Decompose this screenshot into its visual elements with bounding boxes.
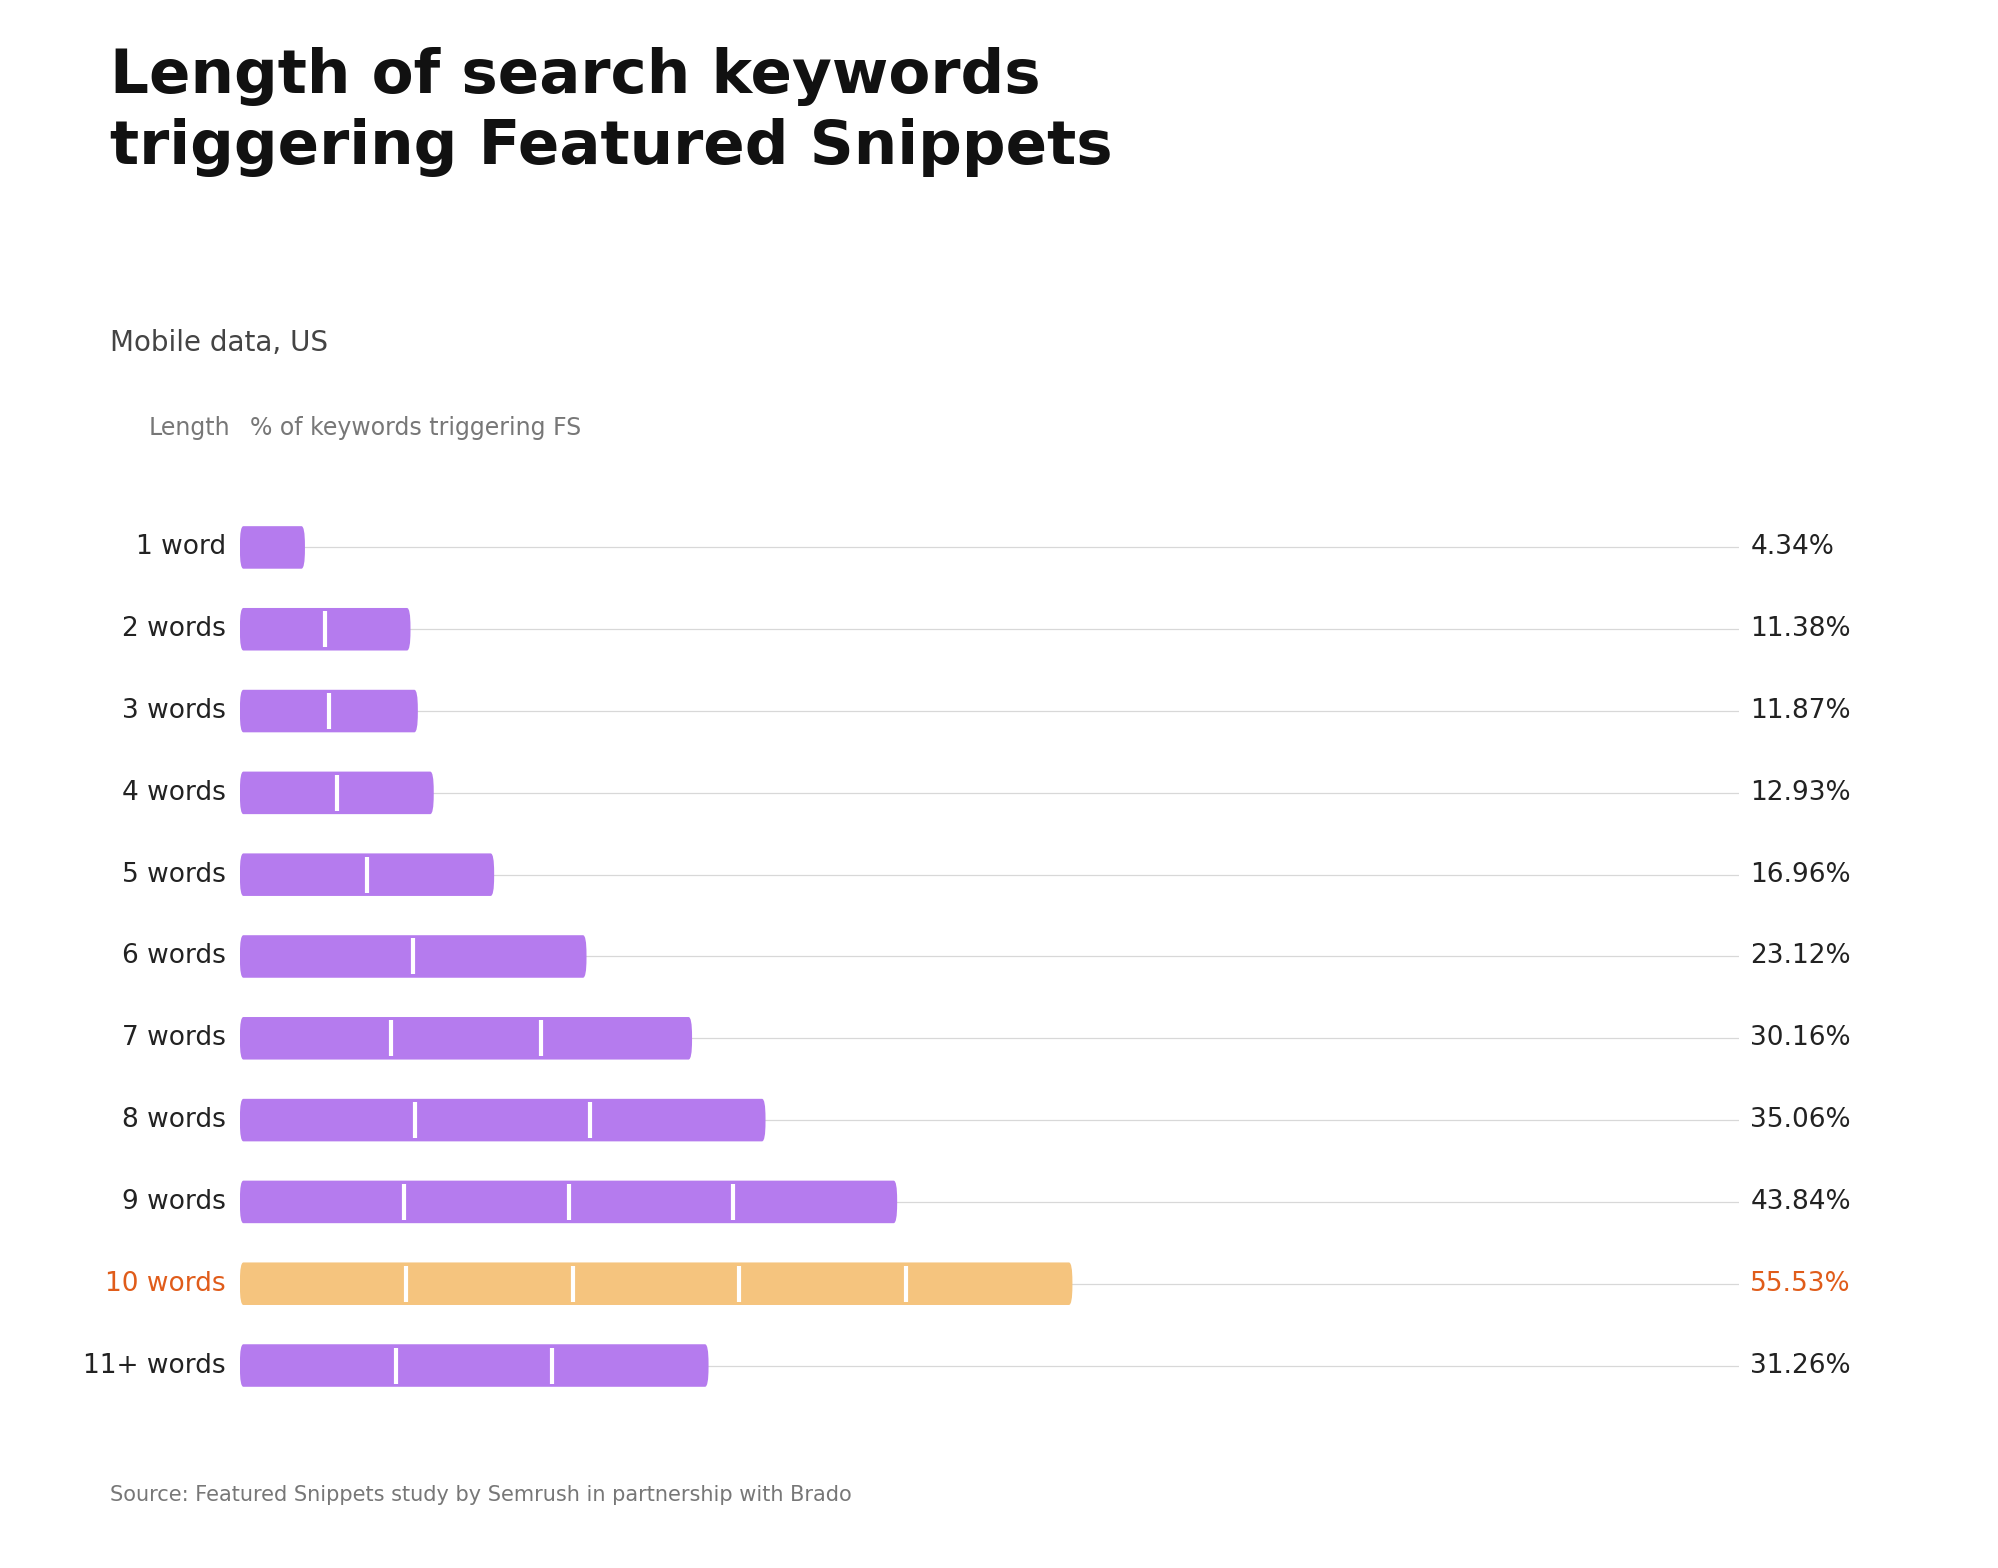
FancyBboxPatch shape [240,608,410,651]
Text: 1 word: 1 word [136,535,226,560]
Text: 55.53%: 55.53% [1750,1270,1850,1297]
FancyBboxPatch shape [240,771,434,814]
Text: 16.96%: 16.96% [1750,862,1850,887]
Text: 31.26%: 31.26% [1750,1353,1850,1378]
FancyBboxPatch shape [240,1344,707,1386]
Text: 35.06%: 35.06% [1750,1107,1850,1134]
Text: % of keywords triggering FS: % of keywords triggering FS [250,416,581,439]
FancyBboxPatch shape [240,935,585,978]
Text: 4 words: 4 words [122,779,226,806]
Text: 30.16%: 30.16% [1750,1025,1850,1051]
Text: 43.84%: 43.84% [1750,1189,1850,1215]
Text: Mobile data, US: Mobile data, US [110,329,328,358]
Text: 12.93%: 12.93% [1750,779,1850,806]
Text: Length: Length [148,416,230,439]
Text: 8 words: 8 words [122,1107,226,1134]
FancyBboxPatch shape [240,527,306,569]
Text: Length of search keywords
triggering Featured Snippets: Length of search keywords triggering Fea… [110,47,1113,177]
Text: 5 words: 5 words [122,862,226,887]
FancyBboxPatch shape [240,853,494,895]
Text: 2 words: 2 words [122,616,226,643]
Text: 3 words: 3 words [122,698,226,724]
FancyBboxPatch shape [240,1018,691,1060]
Text: Source: Featured Snippets study by Semrush in partnership with Brado: Source: Featured Snippets study by Semru… [110,1485,851,1505]
Text: 11.38%: 11.38% [1750,616,1850,643]
Text: 11+ words: 11+ words [84,1353,226,1378]
Text: 23.12%: 23.12% [1750,944,1850,969]
Text: 7 words: 7 words [122,1025,226,1051]
Text: 10 words: 10 words [106,1270,226,1297]
FancyBboxPatch shape [240,1181,897,1223]
FancyBboxPatch shape [240,1099,765,1142]
FancyBboxPatch shape [240,1262,1071,1305]
Text: 4.34%: 4.34% [1750,535,1834,560]
Text: 11.87%: 11.87% [1750,698,1850,724]
Text: 6 words: 6 words [122,944,226,969]
Text: 9 words: 9 words [122,1189,226,1215]
FancyBboxPatch shape [240,690,418,732]
